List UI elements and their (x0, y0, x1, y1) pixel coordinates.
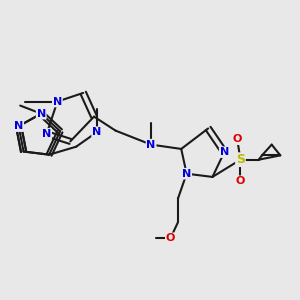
Text: N: N (220, 147, 229, 157)
Text: N: N (92, 127, 101, 137)
Text: N: N (182, 169, 191, 179)
Text: N: N (146, 140, 156, 150)
Text: O: O (232, 134, 242, 144)
Text: O: O (166, 233, 175, 243)
Text: N: N (42, 129, 51, 139)
Text: N: N (37, 109, 46, 119)
Text: O: O (236, 176, 245, 186)
Text: N: N (14, 121, 23, 131)
Text: N: N (53, 97, 62, 106)
Text: S: S (236, 153, 245, 166)
